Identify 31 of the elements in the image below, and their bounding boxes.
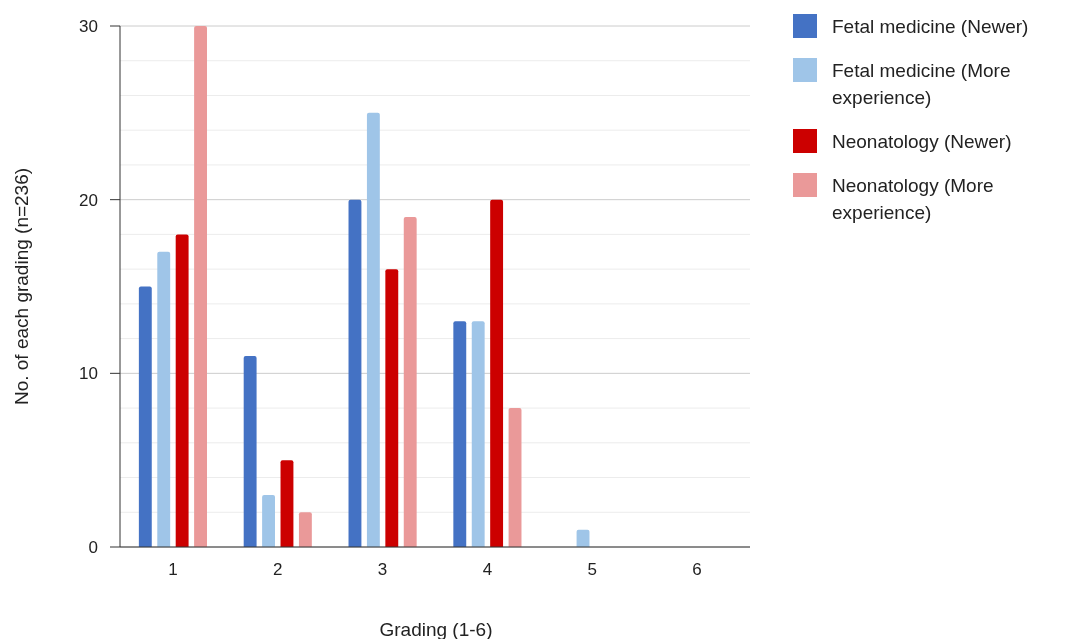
x-tick-label: 5 <box>587 560 597 579</box>
bar <box>508 408 522 547</box>
y-tick-label: 30 <box>79 17 98 36</box>
legend-label: Fetal medicine (Newer) <box>832 16 1029 37</box>
y-axis-title: No. of each grading (n=236) <box>11 167 32 406</box>
bar <box>453 321 467 547</box>
bar <box>194 26 207 547</box>
bar <box>280 460 294 547</box>
bar <box>157 251 171 547</box>
x-tick-label: 2 <box>273 560 283 579</box>
bar <box>138 286 152 547</box>
bar <box>366 112 380 547</box>
x-tick-label: 6 <box>692 560 702 579</box>
bar <box>298 512 312 547</box>
x-tick-label: 4 <box>482 560 493 579</box>
bar <box>490 199 504 547</box>
legend-label: Neonatology (Newer) <box>832 131 1012 152</box>
x-tick-label: 3 <box>377 560 388 579</box>
y-tick-label: 10 <box>79 364 98 384</box>
x-tick-label: 1 <box>168 560 178 579</box>
bar <box>175 234 189 547</box>
bar <box>403 217 417 547</box>
y-tick-label: 20 <box>79 190 98 210</box>
bar <box>262 494 275 547</box>
bar <box>348 199 362 547</box>
bar <box>385 269 399 547</box>
y-tick-label: 0 <box>88 538 98 557</box>
bar <box>243 355 257 547</box>
bar <box>471 321 485 547</box>
legend-label: Fetal medicine (More experience) <box>832 60 1011 108</box>
legend-label: Neonatology (More experience) <box>832 175 994 223</box>
